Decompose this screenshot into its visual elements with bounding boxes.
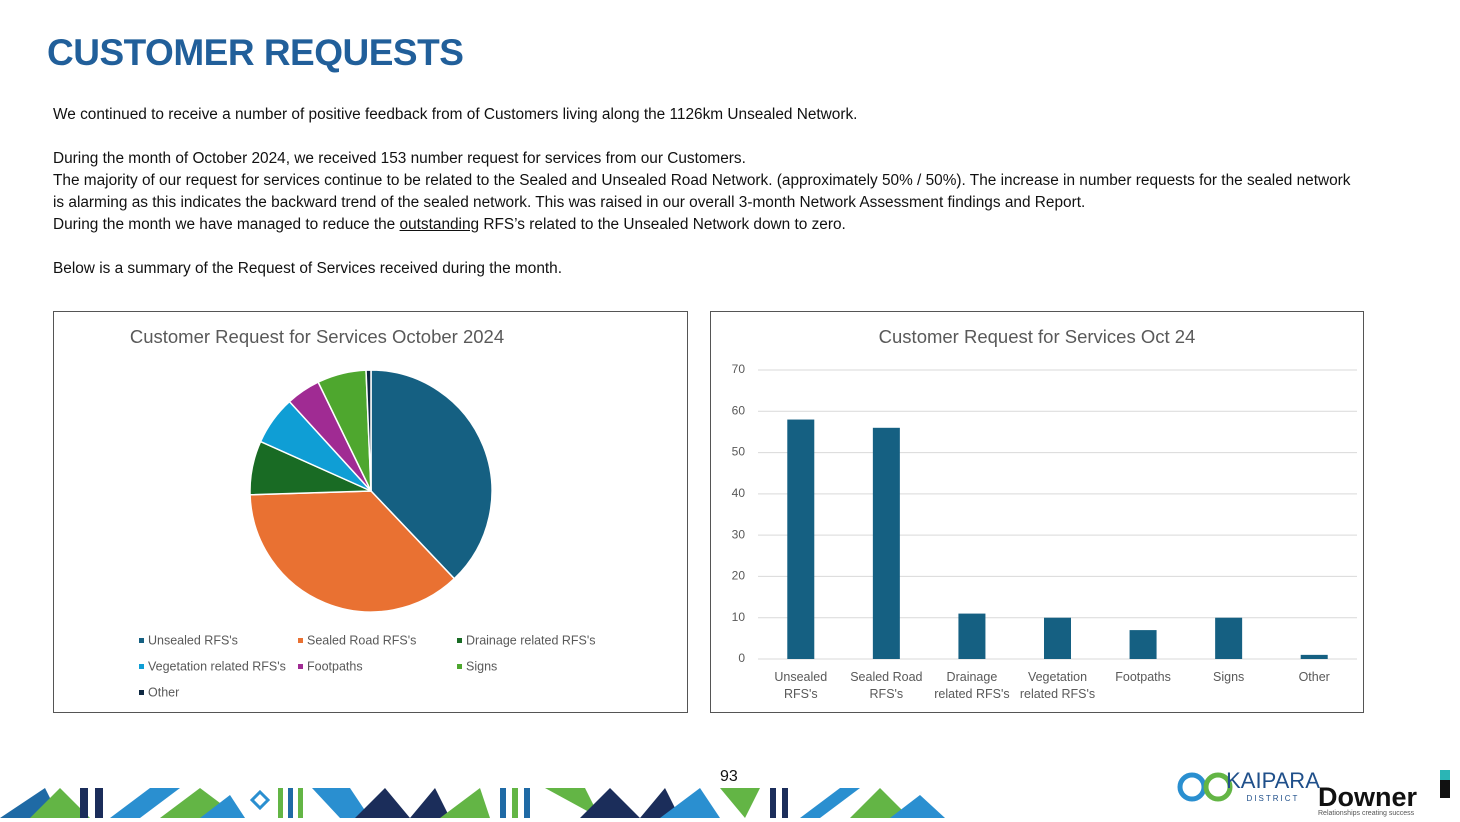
y-tick-label: 50: [732, 445, 746, 459]
decorative-pattern: [0, 788, 945, 818]
bar: [1215, 617, 1243, 659]
pie-chart: Customer Request for Services October 20…: [130, 326, 596, 699]
bar: [958, 613, 986, 659]
paragraph: The majority of our request for services…: [53, 172, 1351, 211]
underlined-text: outstanding: [399, 216, 480, 233]
bar-chart: Customer Request for Services Oct 24 0 10…: [732, 326, 1357, 701]
logo-text: KAIPARA: [1226, 768, 1320, 793]
x-tick-label: Drainage related RFS's: [934, 670, 1009, 701]
y-tick-label: 20: [732, 569, 746, 583]
legend-marker: [457, 664, 462, 669]
legend-label: Unsealed RFS's: [148, 633, 238, 647]
pie-slice: [365, 369, 372, 492]
legend-marker: [457, 638, 462, 643]
legend-label: Drainage related RFS's: [466, 633, 596, 647]
chart-frame: Customer Request for Services October 20…: [53, 311, 688, 713]
downer-logo: Downer Relationships creating success: [1318, 770, 1450, 817]
bar: [1044, 617, 1071, 659]
bar: [872, 427, 900, 659]
paragraph: We continued to receive a number of posi…: [53, 106, 858, 123]
logo-text: Downer: [1318, 782, 1418, 812]
legend-marker: [298, 664, 303, 669]
page-number: 93: [720, 768, 738, 785]
paragraph: Below is a summary of the Request of Ser…: [53, 260, 562, 277]
x-tick-label: Other: [1299, 670, 1330, 684]
page-title: CUSTOMER REQUESTS: [47, 32, 464, 73]
y-tick-label: 0: [738, 651, 745, 665]
legend-label: Vegetation related RFS's: [148, 659, 286, 673]
legend-label: Footpaths: [307, 659, 363, 673]
legend-marker: [139, 664, 144, 669]
legend-label: Signs: [466, 659, 497, 673]
kaipara-logo: KAIPARA DISTRICT: [1177, 768, 1320, 803]
body-text: We continued to receive a number of posi…: [53, 104, 1363, 302]
logo-text: Relationships creating success: [1318, 810, 1415, 817]
x-tick-label: Footpaths: [1115, 670, 1171, 684]
legend-marker: [139, 638, 144, 643]
bar: [787, 419, 815, 659]
pie-slice: [370, 369, 493, 580]
paragraph-block: During the month of October 2024, we rec…: [53, 148, 1363, 236]
x-tick-label: Unsealed RFS's: [774, 670, 827, 701]
pie-slice: [249, 490, 456, 613]
legend-marker: [298, 638, 303, 643]
text: During the month we have managed to redu…: [53, 216, 400, 233]
chart-title: Customer Request for Services October 20…: [130, 326, 504, 347]
paragraph: During the month of October 2024, we rec…: [53, 150, 746, 167]
chart-title: Customer Request for Services Oct 24: [879, 326, 1196, 347]
legend-label: Sealed Road RFS's: [307, 633, 416, 647]
bar: [1129, 630, 1157, 659]
legend-label: Other: [148, 685, 179, 699]
bar: [1300, 654, 1328, 659]
y-tick-label: 60: [732, 403, 746, 417]
x-tick-label: Vegetation related RFS's: [1020, 670, 1095, 701]
paragraph: During the month we have managed to redu…: [53, 214, 1363, 236]
x-tick-label: Signs: [1213, 670, 1244, 684]
y-tick-label: 70: [732, 362, 746, 376]
y-tick-label: 30: [732, 527, 746, 541]
y-tick-label: 10: [732, 610, 746, 624]
y-tick-label: 40: [732, 486, 746, 500]
logo-text: DISTRICT: [1247, 794, 1300, 803]
x-tick-label: Sealed Road RFS's: [850, 670, 922, 701]
chart-frame: Customer Request for Services Oct 24 0 10…: [710, 311, 1364, 713]
legend-marker: [139, 690, 144, 695]
text: RFS’s related to the Unsealed Network do…: [479, 216, 846, 233]
